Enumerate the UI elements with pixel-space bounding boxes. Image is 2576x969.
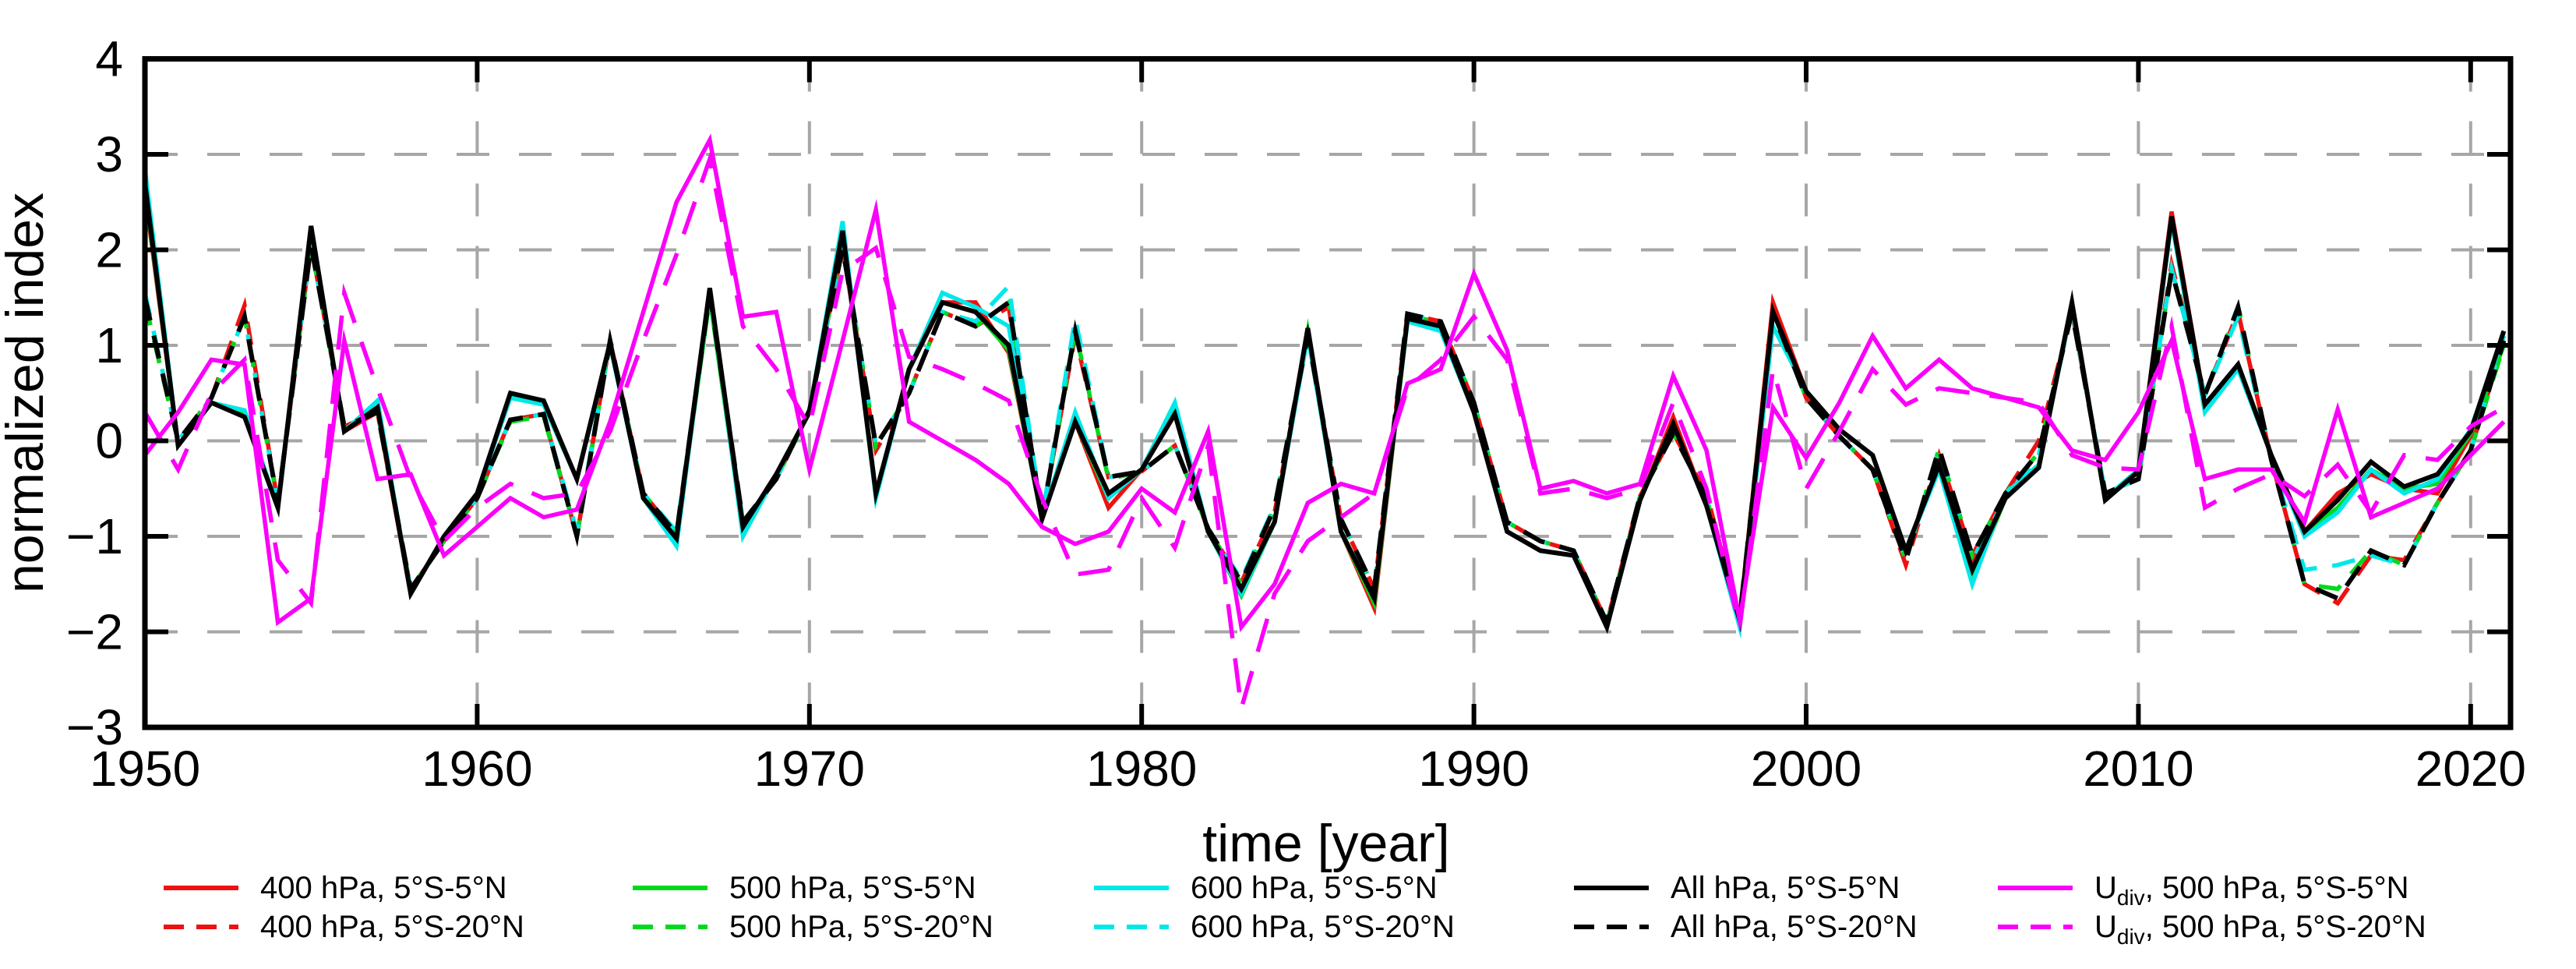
x-tick-label: 2000 [1751,741,1861,797]
legend-item-d600-20n: 600 hPa, 5°S-20°N [1094,910,1455,944]
legend-item-d400-20n: 400 hPa, 5°S-20°N [164,910,524,944]
series-line-dall-20n [143,235,2507,630]
legend-label: Udiv, 500 hPa, 5°S-5°N [2094,871,2409,910]
x-axis-label: time [year] [1202,814,1449,873]
x-tick-label: 2010 [2083,741,2193,797]
legend-item-s400-5n: 400 hPa, 5°S-5°N [164,871,507,905]
legend-item-sudiv-5n: Udiv, 500 hPa, 5°S-5°N [1998,871,2409,910]
x-tick-label: 1950 [90,741,200,797]
y-tick-label: −2 [66,604,123,660]
x-tick-label: 1990 [1418,741,1529,797]
y-tick-label: −3 [66,699,123,755]
y-axis-label: normalized index [0,193,55,593]
legend-label: 500 hPa, 5°S-5°N [729,871,976,905]
gridlines [145,58,2511,727]
data-series [143,133,2507,720]
y-tick-label: 0 [95,413,123,469]
legend-label: All hPa, 5°S-5°N [1671,871,1900,905]
plot-border [142,56,2514,730]
legend-label: 400 hPa, 5°S-5°N [260,871,507,905]
y-tick-label: −1 [66,508,123,564]
legend-label: Udiv, 500 hPa, 5°S-20°N [2094,910,2426,949]
x-tick-label: 1970 [754,741,865,797]
legend-label: 400 hPa, 5°S-20°N [260,910,524,944]
legend-item-dall-20n: All hPa, 5°S-20°N [1574,910,1918,944]
legend-label: 500 hPa, 5°S-20°N [729,910,993,944]
x-tick-label: 1980 [1086,741,1197,797]
y-tick-label: 4 [95,31,123,87]
legend-label: All hPa, 5°S-20°N [1671,910,1918,944]
y-tick-label: 2 [95,222,123,278]
x-tick-label: 1960 [422,741,532,797]
y-tick-label: 1 [95,317,123,373]
series-line-d600-20n [143,233,2507,629]
axis-ticks [143,56,2511,730]
x-tick-label: 2020 [2415,741,2526,797]
legend: 400 hPa, 5°S-5°N 400 hPa, 5°S-20°N 500 hPa… [164,871,2426,949]
legend-item-dudiv-20n: Udiv, 500 hPa, 5°S-20°N [1998,910,2426,949]
series-line-sall-5n [143,182,2507,635]
y-tick-label: 3 [95,126,123,182]
legend-label: 600 hPa, 5°S-20°N [1191,910,1455,944]
legend-item-d500-20n: 500 hPa, 5°S-20°N [633,910,993,944]
legend-item-sall-5n: All hPa, 5°S-5°N [1574,871,1900,905]
series-line-sudiv-5n [143,133,2506,633]
legend-label: 600 hPa, 5°S-5°N [1191,871,1438,905]
axis-tick-labels: 1950 1960 1970 1980 1990 2000 2010 2020 −3 −2 −1 0 1… [66,31,2526,797]
legend-item-s500-5n: 500 hPa, 5°S-5°N [633,871,976,905]
axes-frame [142,56,2514,730]
series-line-dudiv-20n [143,150,2505,720]
legend-item-s600-5n: 600 hPa, 5°S-5°N [1094,871,1438,905]
